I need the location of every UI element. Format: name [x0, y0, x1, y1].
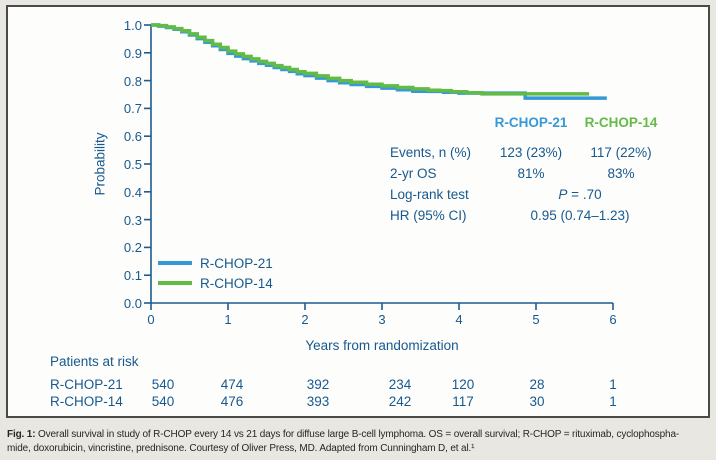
- y-tick-label: 1.0: [123, 18, 142, 33]
- caption-line2: mide, doxorubicin, vincristine, predniso…: [7, 443, 475, 454]
- stats-column-header: R-CHOP-21: [494, 115, 568, 130]
- risk-table-title: Patients at risk: [50, 354, 139, 369]
- stats-row-label: Events, n (%): [390, 145, 472, 160]
- x-tick-label: 4: [455, 312, 463, 327]
- x-axis-title: Years from randomization: [305, 338, 459, 353]
- x-tick-label: 6: [609, 312, 617, 327]
- y-tick-label: 0.2: [123, 240, 142, 256]
- x-tick-label: 0: [147, 312, 155, 327]
- y-tick-label: 0.5: [123, 157, 142, 172]
- stats-value: 117 (22%): [590, 145, 652, 160]
- legend-label: R-CHOP-14: [200, 276, 273, 291]
- risk-row-label: R-CHOP-14: [50, 394, 123, 409]
- x-tick-label: 1: [224, 312, 232, 327]
- stats-value: 83%: [607, 166, 635, 181]
- stats-column-header: R-CHOP-14: [584, 115, 658, 130]
- x-tick-label: 5: [532, 312, 540, 327]
- y-tick-label: 0.0: [123, 296, 142, 311]
- risk-count: 117: [452, 394, 474, 409]
- risk-count: 540: [151, 394, 175, 409]
- stats-value: 81%: [517, 166, 545, 181]
- risk-count: 540: [151, 377, 175, 392]
- caption-figure-label: Fig. 1:: [7, 429, 36, 440]
- risk-count: 1: [609, 377, 617, 392]
- risk-count: 242: [388, 394, 412, 409]
- legend-swatch-r-chop-21: [158, 261, 192, 265]
- legend-label: R-CHOP-21: [200, 256, 273, 271]
- x-tick-label: 3: [378, 312, 386, 327]
- risk-count: 30: [529, 394, 545, 409]
- y-tick-label: 0.7: [123, 101, 142, 117]
- risk-count: 1: [609, 394, 617, 409]
- y-tick-label: 0.4: [123, 184, 142, 200]
- risk-count: 474: [220, 377, 244, 392]
- risk-row-label: R-CHOP-21: [50, 377, 123, 392]
- y-tick-label: 0.3: [123, 212, 142, 228]
- risk-count: 393: [306, 394, 330, 409]
- stats-row-label: 2-yr OS: [390, 166, 437, 181]
- risk-count: 28: [529, 377, 545, 392]
- stats-value: P = .70: [558, 187, 602, 202]
- risk-count: 234: [388, 377, 412, 392]
- y-tick-label: 0.8: [123, 73, 142, 89]
- stats-value: 0.95 (0.74–1.23): [530, 208, 630, 223]
- stats-value: 123 (23%): [499, 145, 563, 160]
- caption-line1: Overall survival in study of R-CHOP ever…: [38, 429, 680, 440]
- figure-caption: Fig. 1: Overall survival in study of R-C…: [7, 428, 711, 456]
- risk-count: 392: [306, 377, 330, 392]
- stats-row-label: Log-rank test: [390, 187, 469, 202]
- risk-count: 120: [451, 377, 475, 392]
- y-axis-title: Probability: [92, 132, 108, 196]
- y-tick-label: 0.6: [123, 129, 142, 145]
- risk-count: 476: [220, 394, 244, 409]
- x-tick-label: 2: [301, 312, 309, 327]
- y-tick-label: 0.9: [123, 45, 142, 61]
- y-tick-label: 0.1: [123, 268, 142, 284]
- legend-swatch-r-chop-14: [158, 281, 192, 285]
- stats-row-label: HR (95% CI): [390, 208, 467, 223]
